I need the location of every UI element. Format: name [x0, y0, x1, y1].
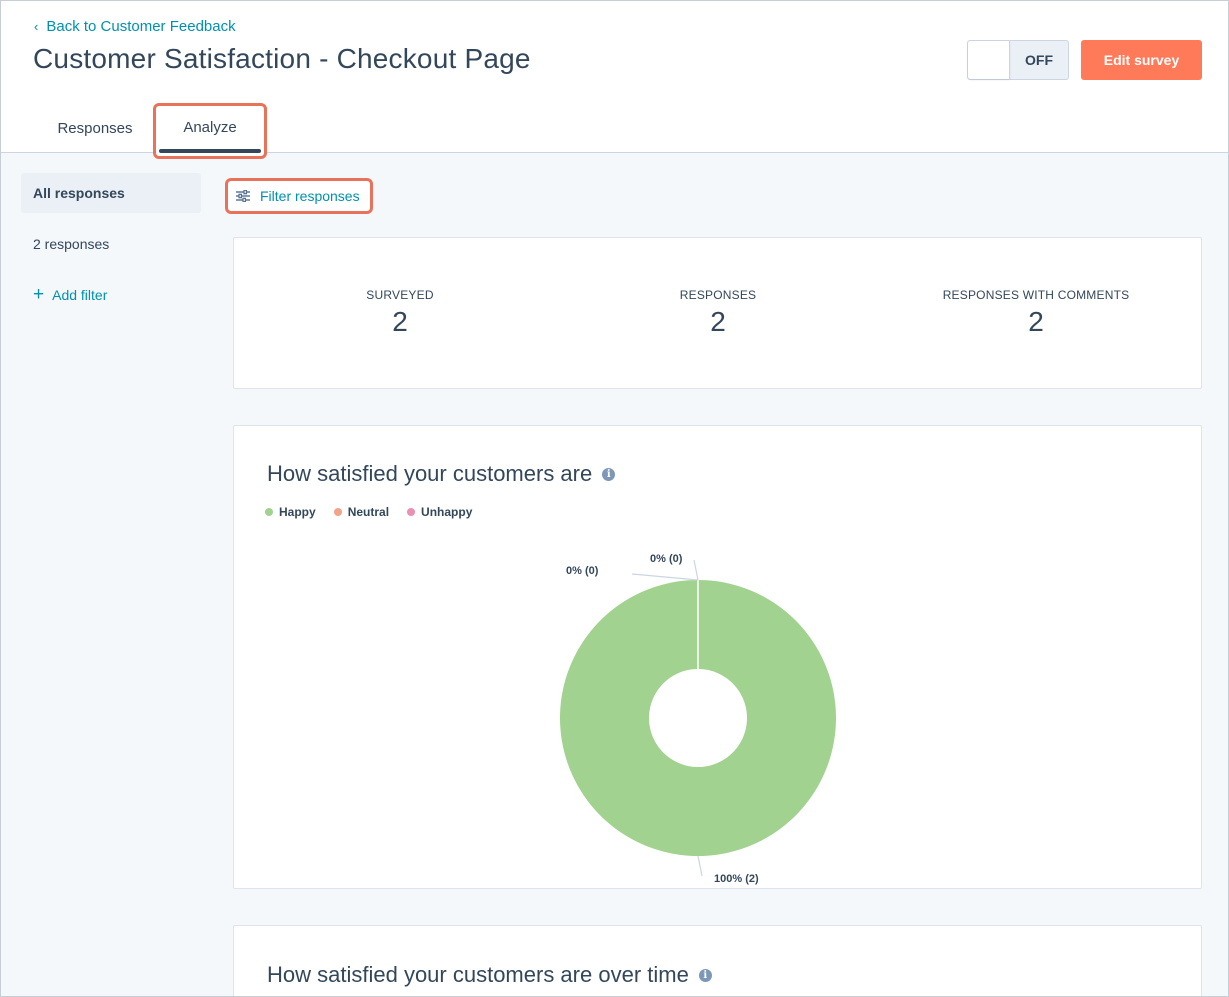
response-count: 2 responses — [33, 236, 110, 252]
chevron-left-icon: ‹ — [34, 19, 39, 34]
tab-label: Analyze — [183, 118, 237, 136]
satisfaction-chart-card: How satisfied your customers are i Happy… — [233, 425, 1202, 889]
data-label-neutral: 0% (0) — [650, 553, 683, 565]
legend-dot — [407, 508, 416, 516]
edit-survey-button[interactable]: Edit survey — [1081, 40, 1202, 80]
donut-slice-happy[interactable] — [559, 580, 836, 856]
stat-responses-with-comments: RESPONSES WITH COMMENTS 2 — [926, 288, 1146, 338]
tab-label: Responses — [57, 119, 133, 137]
info-icon[interactable]: i — [698, 968, 712, 982]
chart-legend: Happy Neutral Unhappy — [265, 505, 472, 519]
stat-value: 2 — [392, 306, 408, 337]
active-tab-indicator — [159, 149, 261, 153]
time-chart-title: How satisfied your customers are over ti… — [267, 962, 712, 988]
filter-responses-button[interactable]: Filter responses — [225, 178, 373, 214]
legend-label: Neutral — [347, 505, 390, 519]
back-link-label: Back to Customer Feedback — [46, 18, 236, 35]
survey-toggle[interactable]: OFF — [967, 40, 1069, 80]
legend-dot — [265, 508, 273, 516]
stat-value: 2 — [1028, 306, 1044, 337]
page-header: ‹ Back to Customer Feedback Customer Sat… — [1, 1, 1228, 159]
stat-label: RESPONSES — [679, 288, 757, 302]
plus-icon: + — [33, 284, 45, 305]
data-label-leader-unhappy — [631, 573, 699, 581]
chart-title: How satisfied your customers are i — [267, 461, 616, 487]
legend-dot — [333, 508, 342, 516]
satisfaction-over-time-card: How satisfied your customers are over ti… — [233, 925, 1202, 996]
back-link[interactable]: ‹ Back to Customer Feedback — [34, 18, 236, 35]
tab-analyze[interactable]: Analyze — [153, 103, 267, 159]
sliders-icon — [236, 190, 250, 202]
toggle-label: OFF — [1025, 52, 1053, 68]
data-label-leader-happy — [697, 855, 703, 877]
toggle-knob[interactable] — [968, 41, 1010, 79]
data-label-happy: 100% (2) — [714, 873, 759, 885]
legend-label: Unhappy — [421, 505, 473, 519]
legend-label: Happy — [279, 505, 316, 519]
tab-responses[interactable]: Responses — [45, 105, 145, 151]
page-title: Customer Satisfaction - Checkout Page — [33, 43, 531, 74]
satisfaction-donut-chart: 100% (2) 0% (0) 0% (0) — [559, 553, 836, 885]
stat-value: 2 — [710, 306, 726, 337]
time-chart-title-text: How satisfied your customers are over ti… — [267, 962, 689, 987]
stat-label: SURVEYED — [366, 288, 434, 302]
data-label-unhappy: 0% (0) — [566, 565, 599, 577]
legend-item-happy[interactable]: Happy — [265, 505, 316, 519]
info-icon[interactable]: i — [602, 467, 616, 481]
add-filter-link[interactable]: + Add filter — [33, 284, 108, 305]
stat-responses: RESPONSES 2 — [638, 288, 798, 338]
stat-label: RESPONSES WITH COMMENTS — [942, 288, 1130, 302]
data-label-leader-neutral — [693, 559, 699, 581]
chart-title-text: How satisfied your customers are — [267, 461, 593, 486]
legend-item-unhappy[interactable]: Unhappy — [407, 505, 472, 519]
stat-surveyed: SURVEYED 2 — [320, 288, 480, 338]
filter-responses-label: Filter responses — [260, 188, 360, 204]
add-filter-label: Add filter — [52, 287, 108, 303]
stats-card: SURVEYED 2 RESPONSES 2 RESPONSES WITH CO… — [233, 237, 1202, 389]
sidebar-item-all-responses[interactable]: All responses — [21, 173, 201, 213]
legend-item-neutral[interactable]: Neutral — [333, 505, 390, 519]
